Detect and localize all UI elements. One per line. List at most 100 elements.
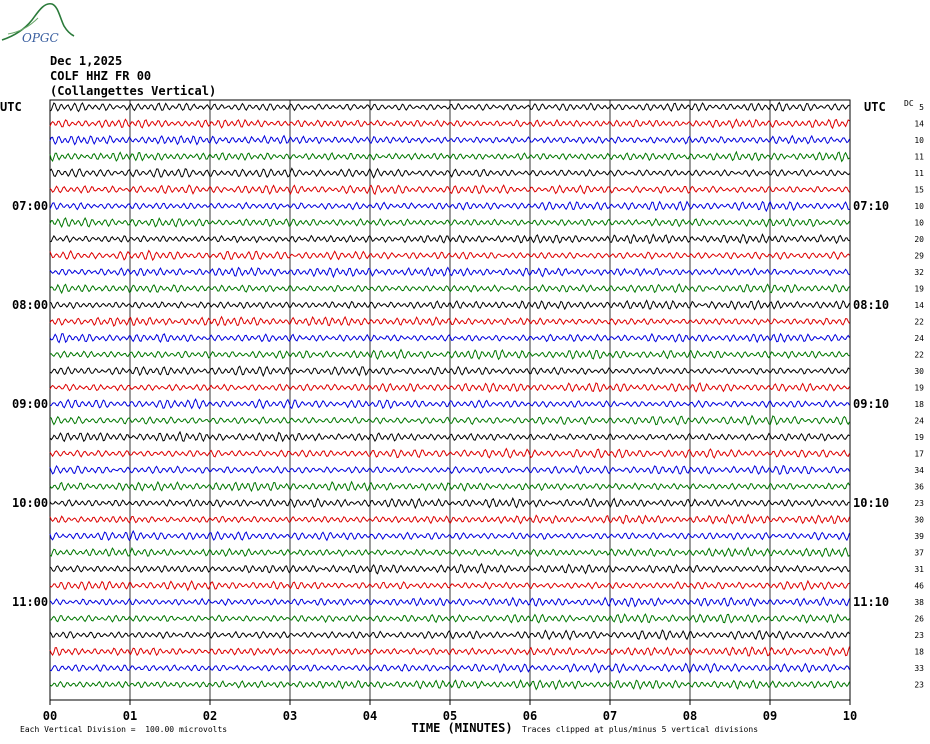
- seismic-trace: [49, 118, 850, 130]
- header-station: COLF HHZ FR 00: [50, 69, 152, 83]
- dc-offset-label: 23: [914, 681, 924, 690]
- left-hour-label: 08:00: [12, 298, 48, 312]
- x-tick-label: 10: [843, 709, 857, 723]
- seismic-trace: [49, 266, 850, 279]
- dc-offset-label: 19: [914, 433, 924, 442]
- seismic-trace: [49, 184, 850, 196]
- seismic-trace: [49, 629, 850, 641]
- seismic-trace: [49, 315, 850, 327]
- dc-offset-label: 29: [914, 252, 924, 261]
- dc-offset-label: 19: [914, 384, 924, 393]
- left-axis-label: UTC: [0, 100, 22, 114]
- dc-offset-label: 15: [914, 186, 924, 195]
- seismic-trace: [49, 679, 850, 691]
- header-location: (Collangettes Vertical): [50, 84, 217, 98]
- seismic-trace: [49, 233, 850, 245]
- seismic-trace: [49, 348, 850, 361]
- x-tick-label: 07: [603, 709, 617, 723]
- x-tick-label: 06: [523, 709, 537, 723]
- dc-offset-label: 11: [914, 153, 924, 162]
- dc-offset-label: 11: [914, 169, 924, 178]
- left-hour-label: 09:00: [12, 397, 48, 411]
- dc-offset-label: 19: [914, 285, 924, 294]
- left-hour-label: 11:00: [12, 595, 48, 609]
- seismic-trace: [49, 381, 850, 393]
- seismic-trace: [49, 513, 850, 525]
- seismic-trace: [49, 134, 850, 146]
- dc-offset-label: 20: [914, 235, 924, 244]
- dc-offset-label: 26: [914, 615, 924, 624]
- seismic-trace: [49, 299, 850, 311]
- x-tick-label: 05: [443, 709, 457, 723]
- dc-offset-label: 18: [914, 648, 924, 657]
- seismic-trace: [49, 662, 850, 674]
- scale-note: Each Vertical Division = 100.00 microvol…: [20, 725, 228, 734]
- seismic-trace: [49, 365, 850, 378]
- seismic-trace: [49, 596, 850, 608]
- dc-offset-label: 30: [914, 516, 924, 525]
- dc-offset-label: 31: [914, 565, 924, 574]
- x-tick-label: 09: [763, 709, 777, 723]
- x-axis-label: TIME (MINUTES): [411, 721, 512, 735]
- dc-header: DC: [904, 99, 914, 108]
- seismic-trace: [49, 101, 850, 113]
- dc-offset-label: 14: [914, 301, 924, 310]
- seismic-trace: [49, 530, 850, 542]
- left-hour-label: 10:00: [12, 496, 48, 510]
- seismic-trace: [49, 480, 850, 493]
- dc-offset-label: 22: [914, 351, 924, 360]
- dc-offset-label: 14: [914, 120, 924, 129]
- seismic-trace: [49, 200, 850, 213]
- right-hour-label: 07:10: [853, 199, 889, 213]
- dc-offset-label: 10: [914, 202, 924, 211]
- seismic-trace: [49, 464, 850, 475]
- x-tick-label: 08: [683, 709, 697, 723]
- x-tick-label: 03: [283, 709, 297, 723]
- dc-offset-label: 18: [914, 400, 924, 409]
- dc-offset-label: 23: [914, 631, 924, 640]
- dc-offset-label: 10: [914, 219, 924, 228]
- seismic-trace: [49, 430, 850, 443]
- dc-offset-label: 37: [914, 549, 924, 558]
- x-tick-label: 02: [203, 709, 217, 723]
- dc-offset-label: 32: [914, 268, 924, 277]
- dc-offset-label: 24: [914, 417, 924, 426]
- dc-offset-label: 10: [914, 136, 924, 145]
- x-tick-label: 04: [363, 709, 377, 723]
- dc-offset-label: 39: [914, 532, 924, 541]
- header-date: Dec 1,2025: [50, 54, 123, 68]
- seismic-trace: [49, 579, 850, 592]
- seismic-trace: [49, 646, 850, 657]
- x-tick-label: 00: [43, 709, 57, 723]
- right-axis-label: UTC: [864, 100, 886, 114]
- seismic-trace: [49, 283, 850, 295]
- dc-offset-label: 33: [914, 664, 924, 673]
- seismic-trace: [49, 217, 850, 229]
- dc-offset-label: 38: [914, 598, 924, 607]
- dc-offset-label: 17: [914, 450, 924, 459]
- seismic-trace: [49, 497, 850, 510]
- seismic-trace: [49, 447, 850, 459]
- seismic-trace: [49, 249, 850, 262]
- seismic-trace: [49, 332, 850, 344]
- left-hour-label: 07:00: [12, 199, 48, 213]
- right-hour-label: 08:10: [853, 298, 889, 312]
- dc-offset-label: 22: [914, 318, 924, 327]
- right-hour-label: 11:10: [853, 595, 889, 609]
- opgc-logo: OPGC: [1, 2, 75, 45]
- seismic-trace: [49, 167, 850, 179]
- right-hour-label: 09:10: [853, 397, 889, 411]
- seismic-trace: [49, 414, 850, 426]
- seismic-trace: [49, 562, 850, 575]
- right-hour-label: 10:10: [853, 496, 889, 510]
- dc-offset-label: 46: [914, 582, 924, 591]
- dc-offset-label: 34: [914, 466, 924, 475]
- dc-offset-label: 24: [914, 334, 924, 343]
- dc-offset-label: 30: [914, 367, 924, 376]
- dc-offset-label: 23: [914, 499, 924, 508]
- seismic-trace: [49, 546, 850, 558]
- dc-offset-label: 5: [919, 103, 924, 112]
- logo-text: OPGC: [22, 31, 59, 45]
- dc-offset-label: 36: [914, 483, 924, 492]
- clip-note: Traces clipped at plus/minus 5 vertical …: [522, 725, 759, 734]
